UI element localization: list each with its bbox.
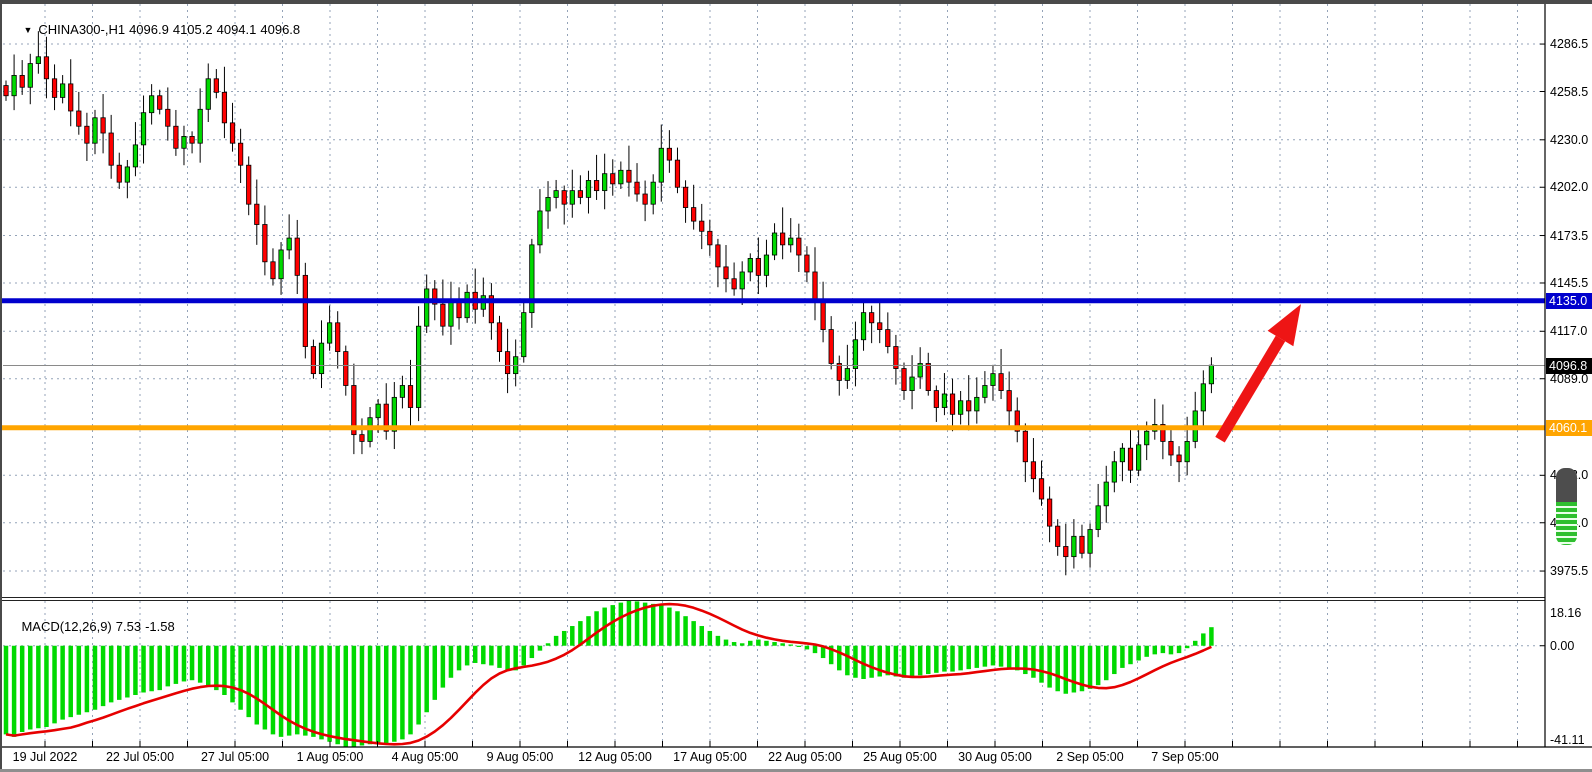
time-axis-label: 30 Aug 05:00	[958, 750, 1032, 764]
chart-title: ▼ CHINA300-,H1 4096.9 4105.2 4094.1 4096.8	[9, 7, 304, 52]
time-axis-label: 17 Aug 05:00	[673, 750, 747, 764]
time-axis-label: 4 Aug 05:00	[391, 750, 459, 764]
scroll-thumb[interactable]	[1556, 468, 1577, 545]
macd-axis-label: -41.11	[1550, 733, 1585, 747]
symbol-timeframe: CHINA300-,H1	[38, 22, 126, 37]
macd-histogram	[3, 601, 1214, 747]
window-border-left	[0, 0, 2, 772]
time-axis-label: 19 Jul 2022	[12, 750, 78, 764]
time-axis-label: 25 Aug 05:00	[863, 750, 937, 764]
window-border-top	[0, 0, 1592, 4]
price-axis-label: 3975.5	[1550, 564, 1589, 579]
time-axis-label: 9 Aug 05:00	[486, 750, 554, 764]
ohlc-close: 4096.8	[260, 22, 301, 37]
price-axis-label: 4202.0	[1550, 180, 1589, 195]
price-axis-label: 4286.5	[1550, 37, 1589, 52]
macd-name: MACD(12,26,9)	[21, 619, 112, 634]
trend-arrow-head[interactable]	[1267, 304, 1301, 347]
price-axis-label: 4117.0	[1550, 324, 1588, 339]
time-axis-label: 12 Aug 05:00	[578, 750, 652, 764]
time-axis-label: 22 Aug 05:00	[768, 750, 842, 764]
macd-signal-line	[5, 602, 1212, 746]
scroll-thumb-grip	[1556, 468, 1577, 502]
price-axis-label: 4145.5	[1550, 275, 1589, 290]
ohlc-open: 4096.9	[129, 22, 169, 37]
price-axis-label: 4230.0	[1550, 132, 1589, 147]
macd-signal-value: -1.58	[145, 619, 175, 634]
scroll-thumb-stripes	[1556, 502, 1577, 545]
window-border-bottom	[0, 769, 1592, 772]
time-axis-label: 1 Aug 05:00	[296, 750, 364, 764]
time-axis-label: 22 Jul 05:00	[105, 750, 175, 764]
symbol-dropdown-icon[interactable]: ▼	[23, 25, 33, 35]
ohlc-low: 4094.1	[216, 22, 257, 37]
macd-axis-label: 0.00	[1550, 638, 1575, 653]
price-axis-label: 4173.5	[1550, 228, 1589, 243]
trend-arrow-shaft[interactable]	[1215, 335, 1286, 443]
time-axis-label: 2 Sep 05:00	[1056, 750, 1124, 764]
macd-indicator-label: MACD(12,26,9) 7.53 -1.58	[7, 604, 179, 649]
current-price-price-badge[interactable]: 4096.8	[1546, 357, 1592, 374]
price-axis-label: 4089.0	[1550, 371, 1589, 386]
macd-axis-label: 18.16	[1550, 606, 1582, 620]
support-price-badge[interactable]: 4060.1	[1546, 419, 1592, 436]
macd-main-value: 7.53	[115, 619, 142, 634]
resistance-price-badge[interactable]: 4135.0	[1546, 292, 1592, 309]
price-axis-label: 4258.5	[1550, 84, 1589, 99]
time-axis-label: 27 Jul 05:00	[200, 750, 270, 764]
time-axis-label: 7 Sep 05:00	[1151, 750, 1219, 764]
ohlc-high: 4105.2	[172, 22, 213, 37]
